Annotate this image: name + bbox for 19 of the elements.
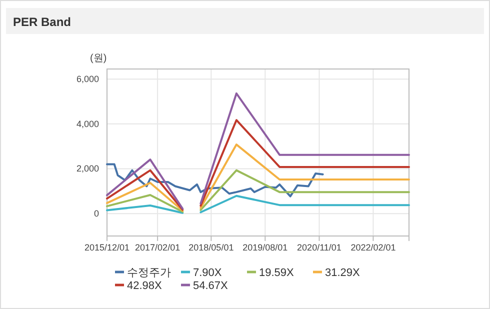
y-tick-label: 4,000 [76,118,99,129]
x-tick-label: 2018/05/01 [188,242,234,252]
y-axis-title: (원) [90,53,107,64]
legend-label: 54.67X [193,280,229,292]
x-tick-label: 2019/08/01 [242,242,288,252]
legend-label: 19.59X [259,267,295,279]
x-tick-label: 2020/11/01 [297,242,342,252]
y-tick-label: 6,000 [76,74,99,84]
legend-label: 31.29X [325,267,361,279]
legend-label: 7.90X [193,267,222,279]
line-series [106,163,324,198]
chart-title: PER Band [13,15,72,29]
y-tick-label: 0 [94,208,99,218]
x-tick-label: 2015/12/01 [84,242,130,252]
legend-label: 수정주가 [127,267,171,279]
x-tick-label: 2022/02/01 [350,242,396,252]
legend-label: 42.98X [127,280,163,292]
x-tick-label: 2017/02/01 [135,242,180,252]
y-tick-label: 2,000 [76,164,99,174]
